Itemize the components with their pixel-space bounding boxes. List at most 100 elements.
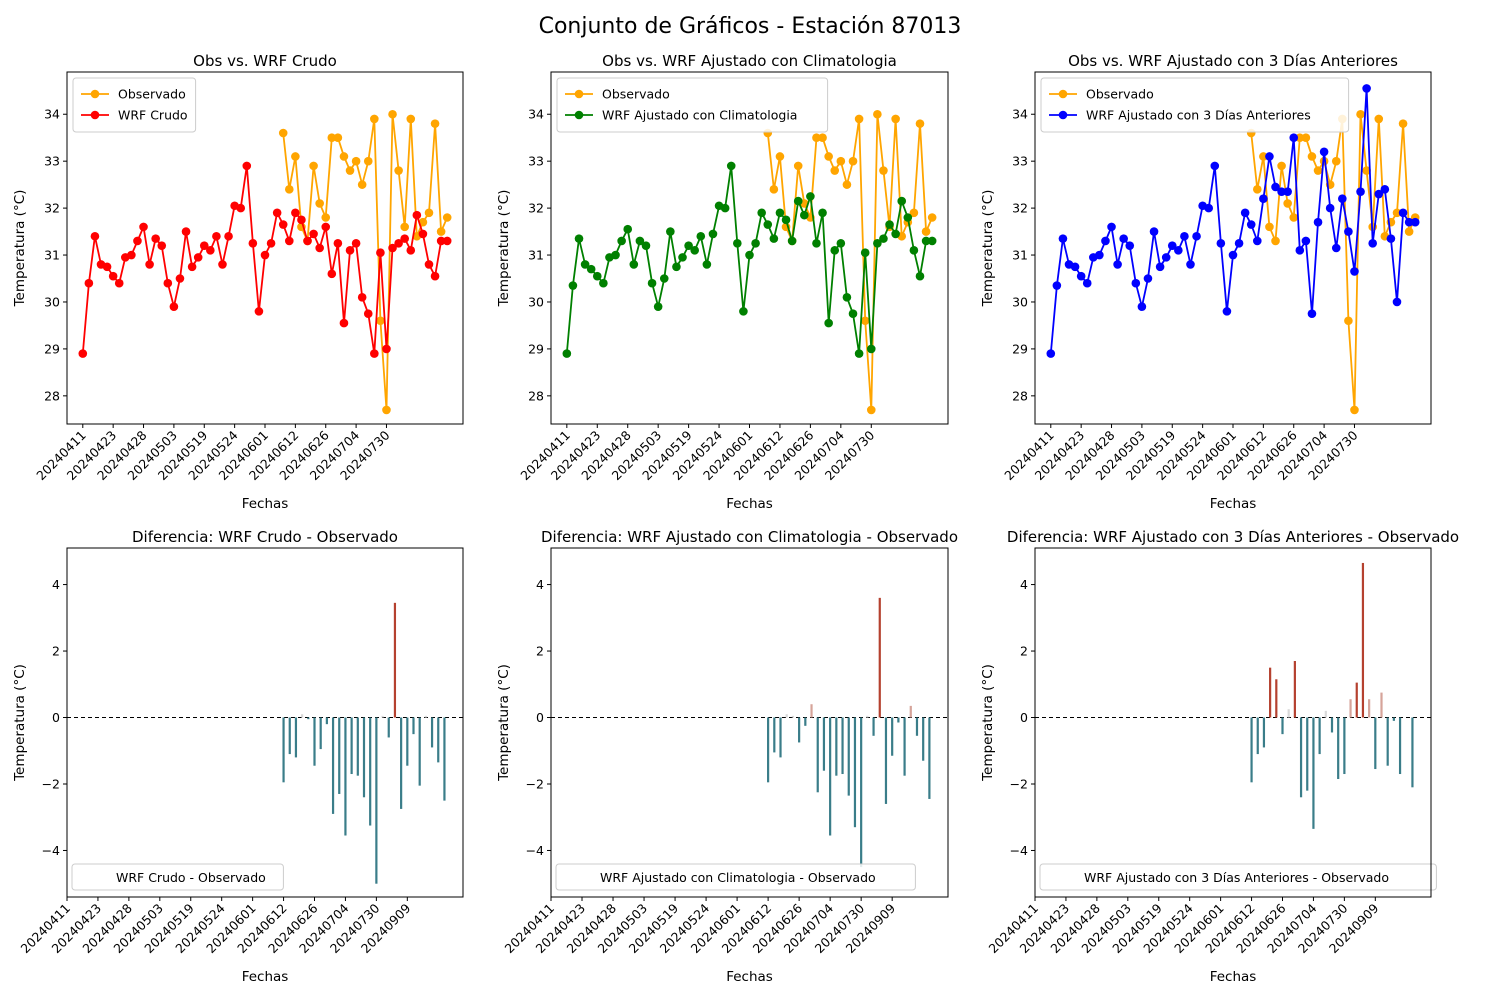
data-point bbox=[357, 180, 367, 189]
data-point bbox=[370, 349, 379, 358]
y-tick-label: −2 bbox=[42, 776, 60, 791]
chart-title: Obs vs. WRF Crudo bbox=[193, 52, 337, 70]
data-point bbox=[1252, 185, 1262, 194]
y-tick-label: −4 bbox=[1010, 843, 1028, 858]
data-point bbox=[424, 208, 434, 218]
plot-frame bbox=[66, 547, 464, 898]
y-tick-label: 34 bbox=[1012, 107, 1028, 122]
x-axis-label: Fechas bbox=[242, 496, 289, 512]
data-point bbox=[278, 128, 288, 138]
data-point bbox=[781, 215, 791, 225]
bar bbox=[773, 717, 776, 753]
data-point bbox=[793, 161, 803, 171]
data-point bbox=[1161, 253, 1171, 262]
legend-marker bbox=[1058, 89, 1068, 99]
data-point bbox=[879, 166, 888, 175]
bar bbox=[1281, 717, 1284, 735]
data-point bbox=[363, 156, 373, 166]
data-point bbox=[1344, 316, 1353, 326]
data-point bbox=[909, 208, 919, 218]
data-point bbox=[1271, 236, 1280, 246]
data-point bbox=[1265, 222, 1274, 232]
bar bbox=[897, 717, 900, 723]
data-point bbox=[1052, 281, 1062, 290]
series-line bbox=[282, 114, 449, 410]
bar bbox=[860, 717, 863, 868]
data-point bbox=[659, 274, 669, 283]
plot-frame bbox=[66, 71, 464, 425]
data-point bbox=[193, 253, 203, 262]
bar bbox=[779, 717, 782, 758]
data-point bbox=[370, 114, 379, 124]
bar bbox=[816, 717, 819, 793]
plot-frame bbox=[550, 547, 949, 898]
data-point bbox=[1331, 156, 1341, 166]
data-point bbox=[1362, 84, 1371, 93]
y-axis-label: Temperatura (°C) bbox=[12, 664, 28, 782]
data-point bbox=[1155, 262, 1165, 272]
data-point bbox=[1356, 109, 1365, 119]
data-point bbox=[1137, 302, 1147, 311]
bar bbox=[1374, 717, 1377, 770]
data-point bbox=[915, 271, 925, 281]
data-point bbox=[376, 316, 385, 326]
data-point bbox=[278, 220, 288, 229]
data-point bbox=[873, 239, 882, 248]
data-point bbox=[812, 133, 821, 143]
legend-box bbox=[556, 77, 829, 133]
data-point bbox=[388, 243, 397, 253]
data-point bbox=[1070, 262, 1080, 272]
y-tick-label: 4 bbox=[1020, 577, 1028, 592]
data-point bbox=[339, 152, 349, 161]
data-point bbox=[793, 196, 803, 206]
data-point bbox=[424, 260, 434, 269]
data-point bbox=[726, 161, 736, 171]
data-point bbox=[806, 192, 815, 201]
bar bbox=[400, 717, 403, 809]
data-point bbox=[611, 250, 620, 260]
data-point bbox=[860, 248, 870, 257]
series-line bbox=[565, 165, 933, 354]
data-point bbox=[376, 248, 385, 257]
y-tick-label: 30 bbox=[1012, 294, 1028, 309]
data-point bbox=[291, 208, 300, 218]
bar bbox=[424, 715, 427, 718]
data-point bbox=[842, 292, 852, 302]
data-point bbox=[284, 236, 294, 246]
data-point bbox=[315, 199, 324, 208]
bar bbox=[307, 717, 310, 720]
bar bbox=[822, 717, 826, 771]
data-point bbox=[84, 278, 94, 288]
data-point bbox=[1344, 227, 1353, 236]
data-point bbox=[836, 239, 846, 248]
data-point bbox=[921, 236, 931, 246]
data-point bbox=[333, 239, 343, 248]
data-point bbox=[206, 246, 215, 255]
x-axis-label: Fechas bbox=[1210, 969, 1257, 985]
data-point bbox=[927, 213, 937, 222]
bar bbox=[381, 715, 384, 718]
data-point bbox=[1404, 217, 1414, 227]
legend-marker bbox=[1058, 110, 1068, 120]
data-point bbox=[1374, 114, 1384, 124]
data-point bbox=[842, 180, 852, 189]
data-point bbox=[909, 246, 919, 255]
data-point bbox=[127, 250, 136, 260]
data-point bbox=[580, 260, 590, 269]
bar bbox=[1392, 717, 1395, 721]
series-line bbox=[1250, 114, 1417, 410]
chart-title: Obs vs. WRF Ajustado con Climatologia bbox=[602, 52, 897, 70]
data-point bbox=[1356, 187, 1365, 196]
data-point bbox=[291, 152, 300, 161]
data-point bbox=[702, 260, 712, 269]
bar bbox=[767, 717, 770, 783]
data-point bbox=[562, 349, 572, 358]
y-tick-label: 0 bbox=[1020, 710, 1028, 725]
legend-box bbox=[1040, 77, 1350, 133]
data-point bbox=[199, 241, 209, 250]
chart-title: Obs vs. WRF Ajustado con 3 Días Anterior… bbox=[1068, 52, 1398, 70]
data-point bbox=[733, 239, 742, 248]
y-tick-label: 29 bbox=[528, 341, 544, 356]
y-tick-label: 28 bbox=[528, 388, 544, 403]
data-point bbox=[891, 114, 900, 124]
